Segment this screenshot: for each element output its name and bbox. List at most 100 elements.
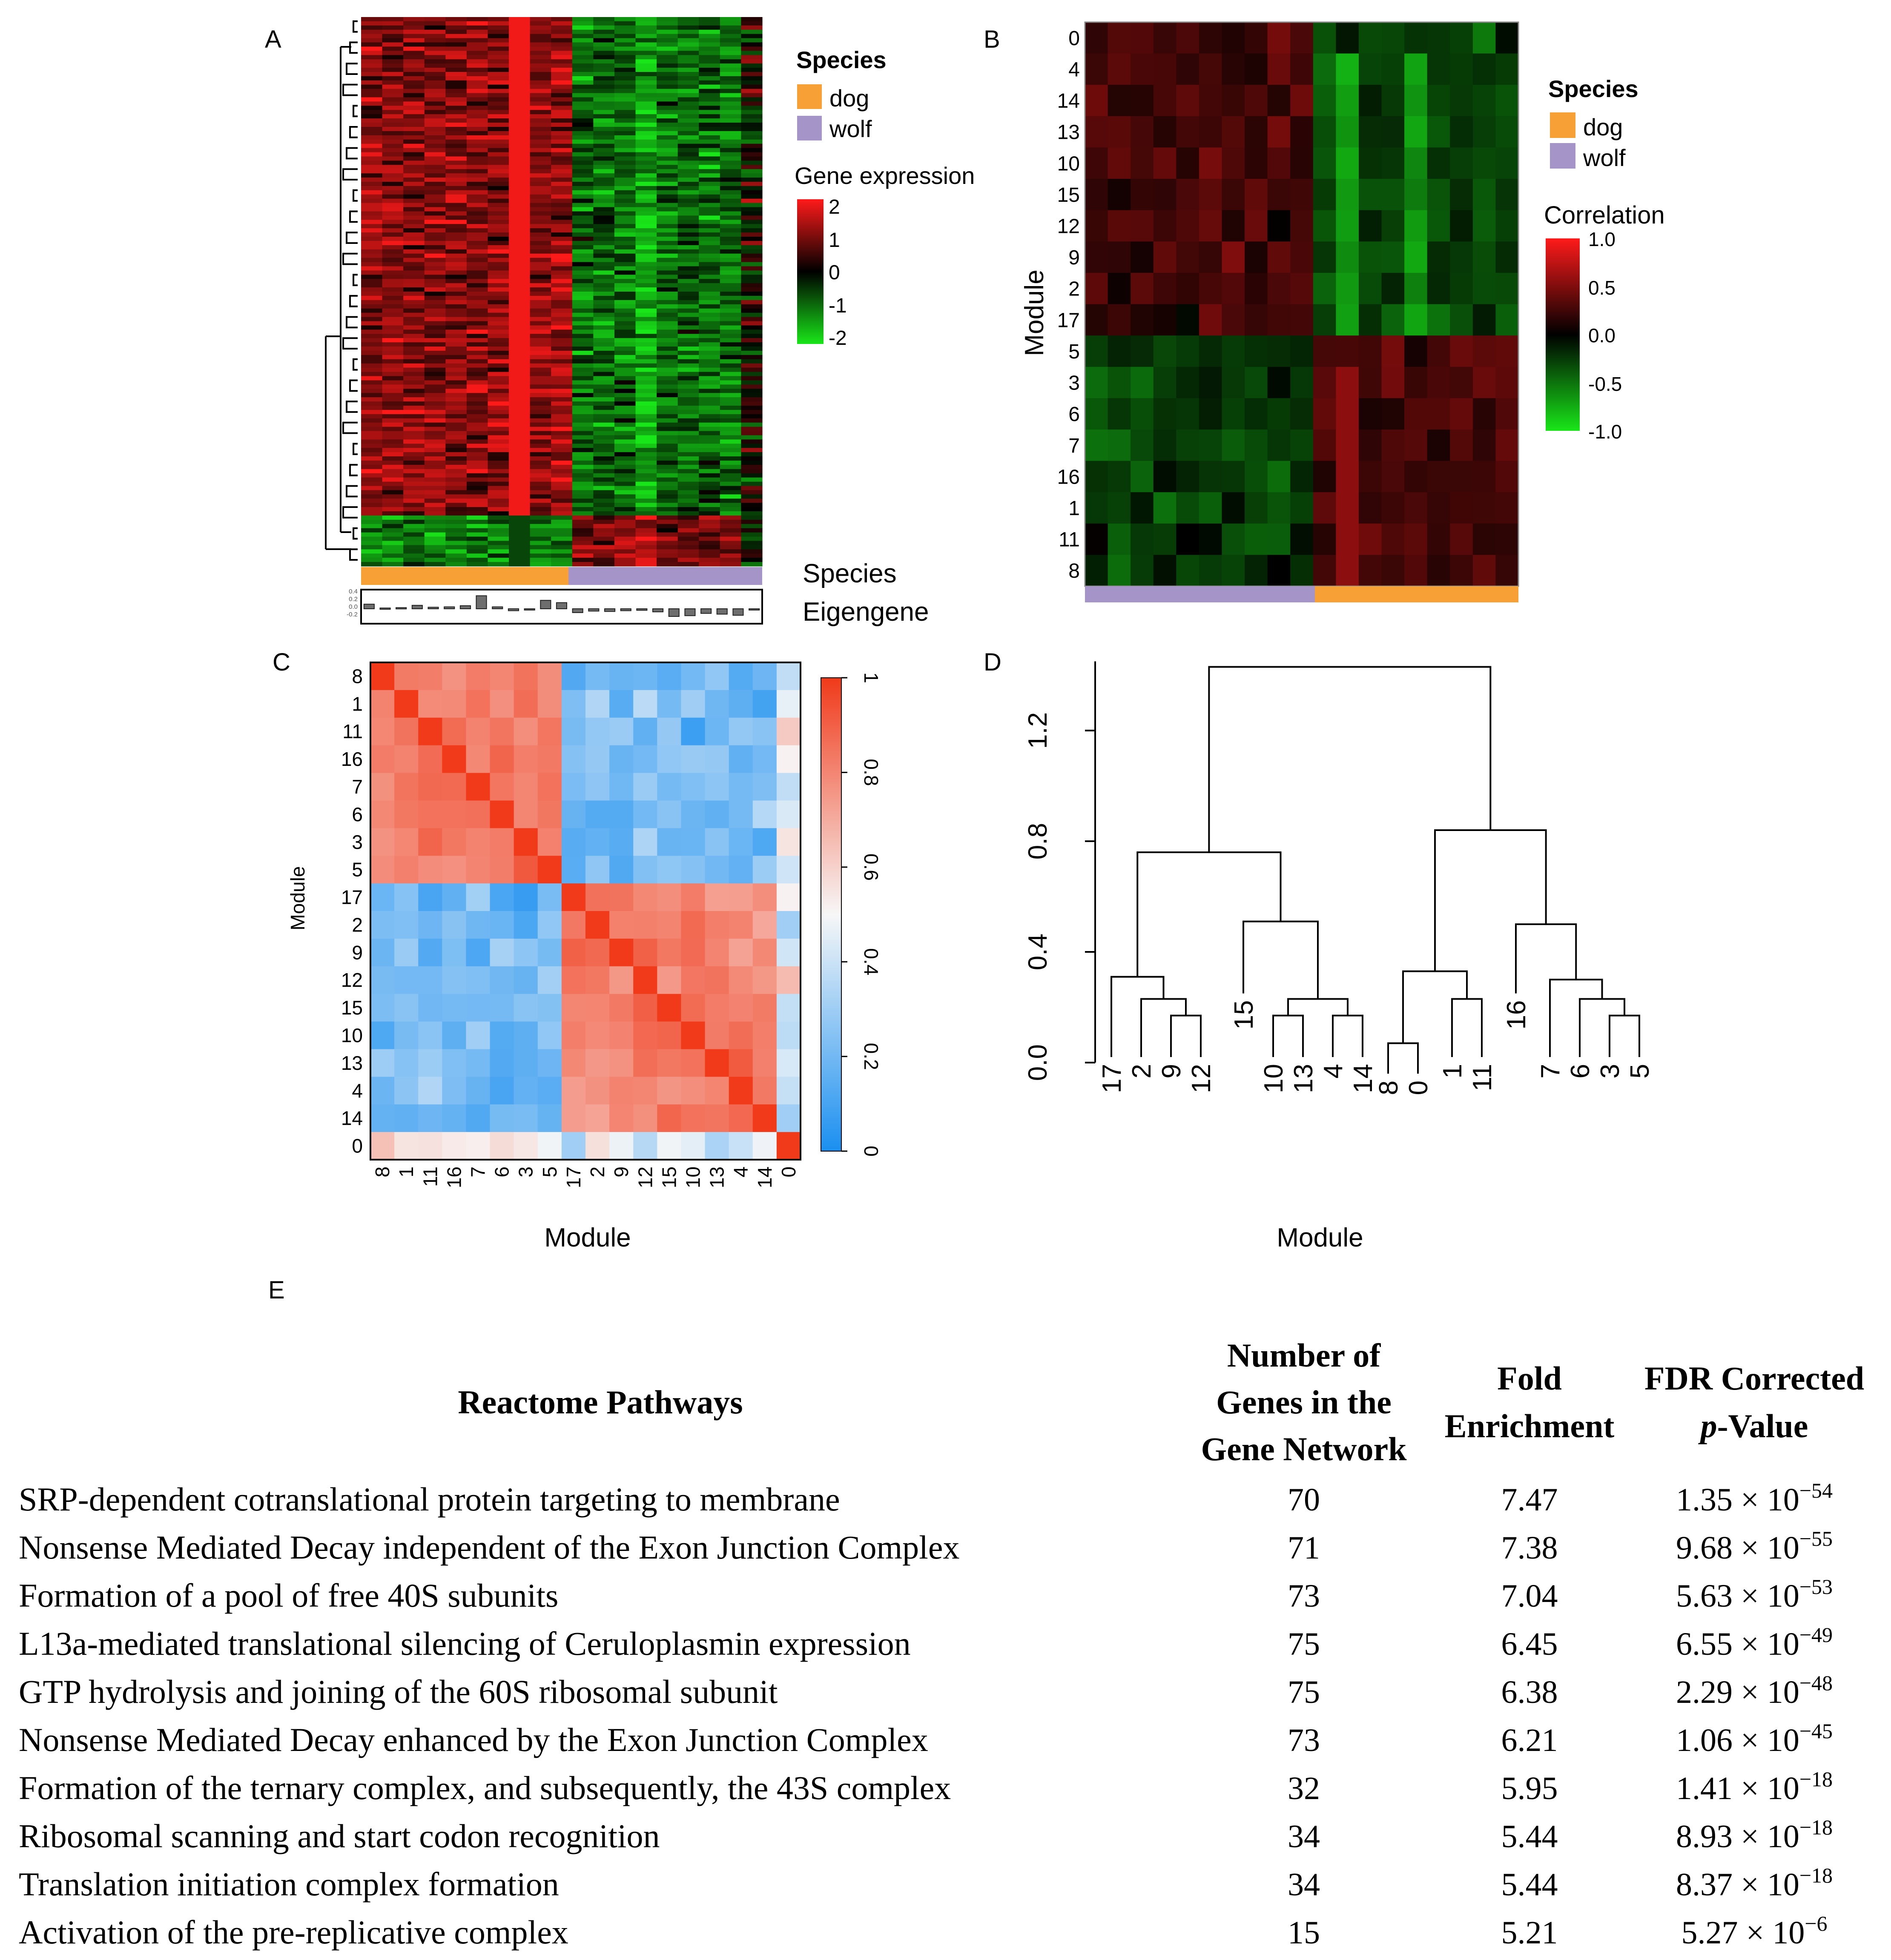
heatmap-cell xyxy=(1131,398,1154,430)
heatmap-cell xyxy=(424,253,446,258)
heatmap-cell xyxy=(530,228,551,233)
heatmap-cell xyxy=(466,486,488,490)
heatmap-cell xyxy=(1108,335,1131,367)
table-header-pathways: Reactome Pathways xyxy=(458,1384,743,1421)
heatmap-cell xyxy=(1404,304,1428,336)
eigengene-bar xyxy=(684,608,696,616)
heatmap-cell xyxy=(488,342,509,347)
heatmap-cell xyxy=(424,131,446,136)
heatmap-cell xyxy=(677,173,699,178)
heatmap-cell xyxy=(361,127,383,132)
heatmap-cell xyxy=(752,745,777,774)
heatmap-cell xyxy=(361,169,383,174)
heatmap-cell xyxy=(1313,523,1336,555)
heatmap-cell xyxy=(677,80,699,85)
heatmap-cell xyxy=(720,169,742,174)
heatmap-cell xyxy=(657,464,678,470)
heatmap-cell xyxy=(382,515,404,520)
heatmap-cell xyxy=(530,499,551,503)
heatmap-cell xyxy=(424,25,446,30)
heatmap-cell xyxy=(403,321,425,326)
heatmap-cell xyxy=(677,123,699,127)
heatmap-cell xyxy=(677,515,699,520)
heatmap-cell xyxy=(729,883,753,911)
heatmap-cell xyxy=(776,1049,801,1077)
y-tick-label: 0.8 xyxy=(1023,823,1053,860)
heatmap-cell xyxy=(635,178,657,182)
heatmap-cell xyxy=(530,25,551,30)
heatmap-cell xyxy=(593,266,615,271)
heatmap-cell xyxy=(551,173,573,178)
heatmap-cell xyxy=(382,405,404,410)
table-header-genes-1: Number of xyxy=(1227,1337,1381,1374)
heatmap-cell xyxy=(699,460,720,465)
heatmap-cell xyxy=(1472,85,1496,117)
heatmap-cell xyxy=(382,211,404,216)
heatmap-cell xyxy=(635,80,657,85)
heatmap-cell xyxy=(699,350,720,355)
heatmap-cell xyxy=(382,215,404,220)
heatmap-cell xyxy=(741,55,763,60)
fdr-mantissa: 5.27 × 10 xyxy=(1681,1915,1805,1951)
heatmap-cell xyxy=(677,156,699,161)
heatmap-cell xyxy=(776,938,801,967)
heatmap-cell xyxy=(720,427,742,432)
heatmap-cell xyxy=(1358,22,1382,54)
heatmap-cell xyxy=(593,215,615,220)
heatmap-cell xyxy=(593,334,615,338)
heatmap-cell xyxy=(720,431,742,436)
heatmap-cell xyxy=(1176,147,1199,179)
heatmap-cell xyxy=(466,828,491,856)
heatmap-cell xyxy=(720,123,742,127)
heatmap-cell xyxy=(657,25,678,30)
heatmap-cell xyxy=(361,72,383,77)
heatmap-cell xyxy=(1313,210,1336,242)
heatmap-cell xyxy=(418,717,442,746)
heatmap-cell xyxy=(361,405,383,410)
heatmap-cell xyxy=(551,89,573,94)
heatmap-cell xyxy=(551,511,573,516)
heatmap-cell xyxy=(509,558,531,562)
heatmap-cell xyxy=(1313,85,1336,117)
heatmap-cell xyxy=(699,347,720,351)
heatmap-cell xyxy=(657,156,678,161)
heatmap-cell xyxy=(614,139,636,144)
heatmap-cell xyxy=(361,469,383,474)
heatmap-cell xyxy=(445,76,467,81)
leaf-label: 9 xyxy=(1157,1064,1186,1078)
heatmap-cell xyxy=(488,435,509,440)
heatmap-cell xyxy=(445,549,467,554)
heatmap-cell xyxy=(509,304,531,309)
heatmap-cell xyxy=(1153,304,1176,336)
heatmap-cell xyxy=(490,662,514,691)
heatmap-cell xyxy=(488,295,509,301)
heatmap-cell xyxy=(361,553,383,558)
heatmap-cell xyxy=(490,773,514,801)
heatmap-cell xyxy=(466,178,488,182)
heatmap-cell xyxy=(537,966,562,994)
heatmap-cell xyxy=(403,545,425,550)
heatmap-cell xyxy=(537,1021,562,1050)
heatmap-cell xyxy=(530,477,551,482)
heatmap-cell xyxy=(614,42,636,47)
heatmap-cell xyxy=(509,249,531,254)
heatmap-cell xyxy=(720,312,742,318)
heatmap-cell xyxy=(699,55,720,60)
heatmap-cell xyxy=(530,532,551,537)
heatmap-cell xyxy=(403,389,425,393)
heatmap-cell xyxy=(609,662,634,691)
heatmap-cell xyxy=(488,80,509,85)
heatmap-cell xyxy=(466,431,488,436)
heatmap-cell xyxy=(699,511,720,516)
heatmap-cell xyxy=(572,224,594,229)
panel-c-heatmap-cells xyxy=(370,662,801,1160)
heatmap-cell xyxy=(1176,461,1199,493)
heatmap-cell xyxy=(424,68,446,72)
heatmap-cell xyxy=(1176,335,1199,367)
heatmap-cell xyxy=(657,249,678,254)
heatmap-cell xyxy=(530,312,551,318)
heatmap-cell xyxy=(720,499,742,503)
heatmap-cell xyxy=(424,376,446,381)
heatmap-cell xyxy=(509,545,531,550)
